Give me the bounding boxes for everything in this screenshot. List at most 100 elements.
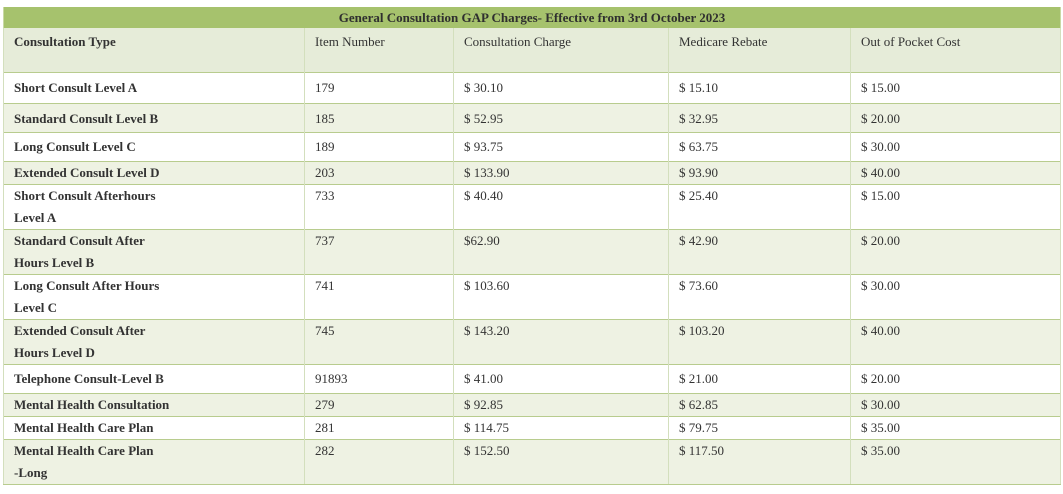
cell-medicare-rebate: $ 117.50 <box>668 439 851 485</box>
cell-consultation-charge: $ 133.90 <box>453 161 669 185</box>
cell-out-of-pocket-cost: $ 30.00 <box>850 132 1061 162</box>
consultation-type-line: Extended Consult After <box>14 323 146 338</box>
cell-item-number: 91893 <box>304 364 454 394</box>
cell-out-of-pocket-cost: $ 20.00 <box>850 229 1061 275</box>
table-row: Long Consult Level C 189 $ 93.75 $ 63.75 $ 3… <box>3 132 1061 162</box>
table-row: Telephone Consult-Level B 91893 $ 41.00 $ 2… <box>3 364 1061 394</box>
cell-out-of-pocket-cost: $ 35.00 <box>850 439 1061 485</box>
cell-medicare-rebate: $ 25.40 <box>668 184 851 230</box>
cell-out-of-pocket-cost: $ 40.00 <box>850 319 1061 365</box>
table-row: Mental Health Consultation 279 $ 92.85 $ 62… <box>3 393 1061 417</box>
cell-medicare-rebate: $ 63.75 <box>668 132 851 162</box>
table-row: Mental Health Care Plan 281 $ 114.75 $ 79.7… <box>3 416 1061 440</box>
table-row: Mental Health Care Plan -Long 282 $ 152.50 $… <box>3 439 1061 485</box>
header-out-of-pocket-cost: Out of Pocket Cost <box>850 28 1061 73</box>
cell-medicare-rebate: $ 42.90 <box>668 229 851 275</box>
consultation-type-line: Telephone Consult-Level B <box>14 371 164 386</box>
cell-medicare-rebate: $ 32.95 <box>668 103 851 133</box>
consultation-type-line: Long Consult After Hours <box>14 278 160 293</box>
cell-item-number: 733 <box>304 184 454 230</box>
cell-medicare-rebate: $ 15.10 <box>668 72 851 104</box>
cell-medicare-rebate: $ 93.90 <box>668 161 851 185</box>
consultation-type-line: -Long <box>14 465 48 480</box>
table-row: Long Consult After Hours Level C 741 $ 103.… <box>3 274 1061 320</box>
consultation-type-line: Mental Health Care Plan <box>14 420 154 435</box>
cell-consultation-charge: $ 92.85 <box>453 393 669 417</box>
cell-item-number: 737 <box>304 229 454 275</box>
cell-item-number: 282 <box>304 439 454 485</box>
cell-out-of-pocket-cost: $ 15.00 <box>850 72 1061 104</box>
consultation-type-line: Standard Consult Level B <box>14 111 159 126</box>
cell-consultation-charge: $ 152.50 <box>453 439 669 485</box>
cell-consultation-type: Mental Health Consultation <box>3 393 305 417</box>
cell-consultation-charge: $ 41.00 <box>453 364 669 394</box>
consultation-type-line: Short Consult Afterhours <box>14 188 156 203</box>
cell-item-number: 279 <box>304 393 454 417</box>
cell-consultation-charge: $ 52.95 <box>453 103 669 133</box>
cell-out-of-pocket-cost: $ 20.00 <box>850 103 1061 133</box>
cell-consultation-type: Telephone Consult-Level B <box>3 364 305 394</box>
cell-item-number: 745 <box>304 319 454 365</box>
cell-consultation-type: Extended Consult After Hours Level D <box>3 319 305 365</box>
cell-medicare-rebate: $ 103.20 <box>668 319 851 365</box>
table-title-row: General Consultation GAP Charges- Effect… <box>3 7 1061 28</box>
cell-consultation-charge: $ 30.10 <box>453 72 669 104</box>
header-consultation-type: Consultation Type <box>3 28 305 73</box>
cell-consultation-charge: $ 40.40 <box>453 184 669 230</box>
cell-consultation-charge: $ 143.20 <box>453 319 669 365</box>
cell-out-of-pocket-cost: $ 30.00 <box>850 274 1061 320</box>
cell-out-of-pocket-cost: $ 40.00 <box>850 161 1061 185</box>
header-medicare-rebate: Medicare Rebate <box>668 28 851 73</box>
cell-item-number: 281 <box>304 416 454 440</box>
consultation-type-line: Standard Consult After <box>14 233 145 248</box>
consultation-type-line: Hours Level D <box>14 345 95 360</box>
cell-consultation-charge: $ 114.75 <box>453 416 669 440</box>
gap-charges-table: General Consultation GAP Charges- Effect… <box>3 7 1061 485</box>
table-row: Standard Consult Level B 185 $ 52.95 $ 32.9… <box>3 103 1061 133</box>
cell-medicare-rebate: $ 73.60 <box>668 274 851 320</box>
consultation-type-line: Extended Consult Level D <box>14 165 160 180</box>
cell-out-of-pocket-cost: $ 20.00 <box>850 364 1061 394</box>
consultation-type-line: Level C <box>14 300 57 315</box>
table-row: Short Consult Level A 179 $ 30.10 $ 15.10 $ … <box>3 72 1061 104</box>
header-consultation-charge: Consultation Charge <box>453 28 669 73</box>
cell-medicare-rebate: $ 21.00 <box>668 364 851 394</box>
cell-consultation-type: Extended Consult Level D <box>3 161 305 185</box>
cell-item-number: 741 <box>304 274 454 320</box>
table-row: Short Consult Afterhours Level A 733 $ 40.4… <box>3 184 1061 230</box>
cell-item-number: 203 <box>304 161 454 185</box>
cell-consultation-charge: $ 103.60 <box>453 274 669 320</box>
cell-consultation-charge: $62.90 <box>453 229 669 275</box>
cell-consultation-type: Long Consult Level C <box>3 132 305 162</box>
cell-item-number: 185 <box>304 103 454 133</box>
cell-item-number: 189 <box>304 132 454 162</box>
cell-consultation-type: Standard Consult Level B <box>3 103 305 133</box>
consultation-type-line: Mental Health Consultation <box>14 397 170 412</box>
consultation-type-line: Mental Health Care Plan <box>14 443 154 458</box>
cell-consultation-type: Long Consult After Hours Level C <box>3 274 305 320</box>
table-body: Short Consult Level A 179 $ 30.10 $ 15.10 $ … <box>3 72 1061 485</box>
gap-charges-table-container: General Consultation GAP Charges- Effect… <box>3 7 1061 485</box>
cell-consultation-type: Short Consult Afterhours Level A <box>3 184 305 230</box>
cell-consultation-type: Mental Health Care Plan <box>3 416 305 440</box>
table-row: Standard Consult After Hours Level B 737 $6… <box>3 229 1061 275</box>
cell-out-of-pocket-cost: $ 30.00 <box>850 393 1061 417</box>
cell-consultation-type: Standard Consult After Hours Level B <box>3 229 305 275</box>
cell-medicare-rebate: $ 79.75 <box>668 416 851 440</box>
cell-out-of-pocket-cost: $ 15.00 <box>850 184 1061 230</box>
consultation-type-line: Short Consult Level A <box>14 80 138 95</box>
table-row: Extended Consult After Hours Level D 745 $ … <box>3 319 1061 365</box>
header-item-number: Item Number <box>304 28 454 73</box>
cell-consultation-charge: $ 93.75 <box>453 132 669 162</box>
cell-out-of-pocket-cost: $ 35.00 <box>850 416 1061 440</box>
table-header-row: Consultation Type Item Number Consultati… <box>3 28 1061 73</box>
cell-consultation-type: Short Consult Level A <box>3 72 305 104</box>
cell-item-number: 179 <box>304 72 454 104</box>
table-row: Extended Consult Level D 203 $ 133.90 $ 93.… <box>3 161 1061 185</box>
consultation-type-line: Level A <box>14 210 57 225</box>
consultation-type-line: Hours Level B <box>14 255 95 270</box>
cell-consultation-type: Mental Health Care Plan -Long <box>3 439 305 485</box>
consultation-type-line: Long Consult Level C <box>14 139 136 154</box>
cell-medicare-rebate: $ 62.85 <box>668 393 851 417</box>
table-title: General Consultation GAP Charges- Effect… <box>3 7 1061 28</box>
